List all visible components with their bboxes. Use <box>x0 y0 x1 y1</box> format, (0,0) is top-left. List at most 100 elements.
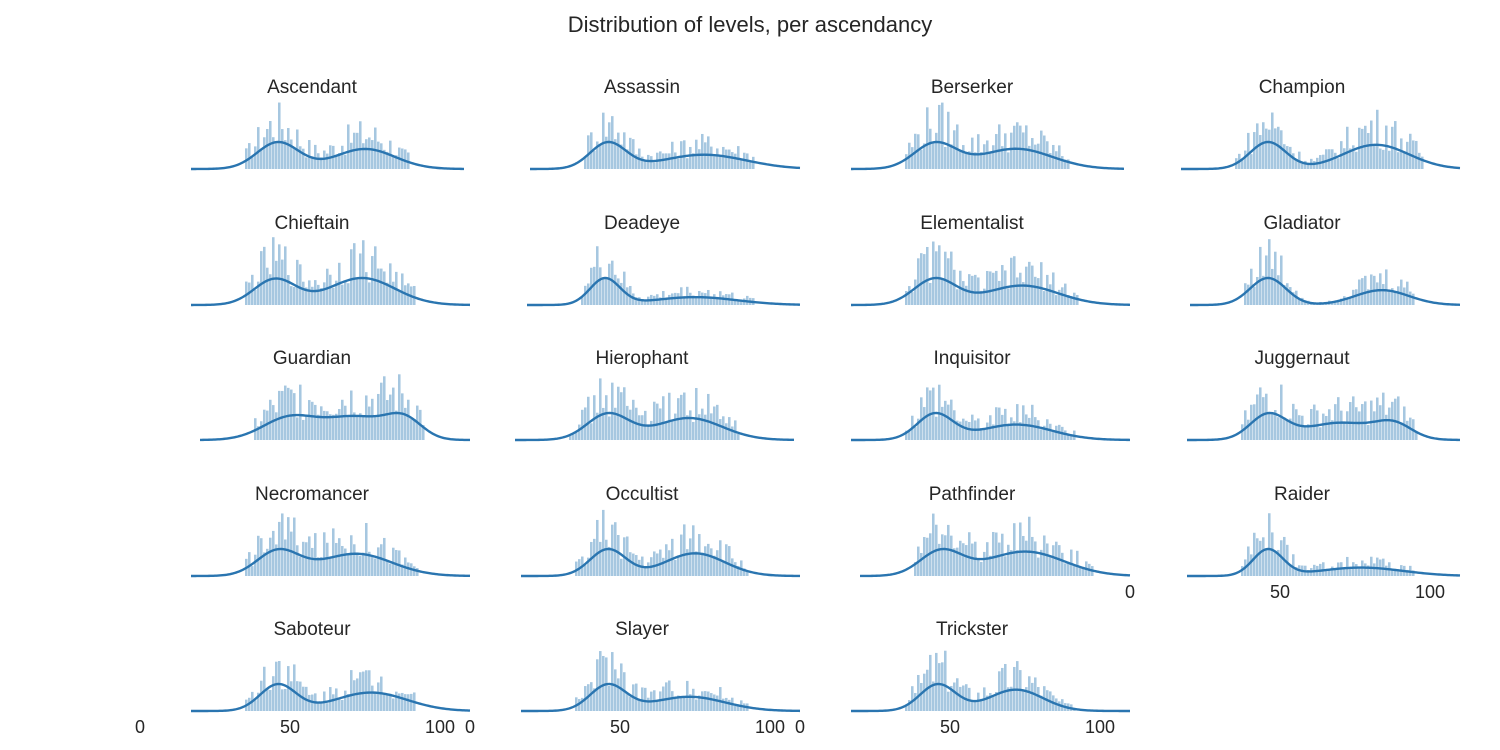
hist-bar <box>374 416 377 440</box>
x-tick-label: 50 <box>940 717 960 737</box>
panel-hierophant: Hierophant <box>515 348 795 442</box>
hist-bar <box>1037 557 1040 576</box>
hist-bar <box>356 278 359 305</box>
hist-bar <box>380 382 383 440</box>
hist-bar <box>278 102 281 169</box>
hist-bar <box>416 568 419 576</box>
hist-bar <box>1010 132 1013 169</box>
hist-bar <box>1022 405 1025 440</box>
panel-title: Trickster <box>936 619 1009 640</box>
hist-bar <box>311 286 314 305</box>
hist-bar <box>617 678 620 711</box>
hist-bar <box>926 107 929 169</box>
x-tick-label: 50 <box>610 717 630 737</box>
kde-line <box>191 140 465 171</box>
hist-bar <box>701 133 704 169</box>
hist-bar <box>1376 397 1379 440</box>
hist-bar <box>326 411 329 440</box>
hist-bar <box>638 297 641 305</box>
hist-bar <box>365 272 368 305</box>
hist-bar <box>611 260 614 305</box>
hist-bar <box>362 240 365 305</box>
hist-bar <box>245 148 248 169</box>
hist-bar <box>275 141 278 169</box>
hist-bar <box>689 538 692 576</box>
hist-bar <box>626 149 629 169</box>
hist-bar <box>1064 563 1067 576</box>
hist-bar <box>617 132 620 169</box>
hist-bar <box>1289 146 1292 169</box>
hist-bar <box>728 699 731 711</box>
hist-bar <box>350 670 353 711</box>
hist-bar <box>1358 567 1361 576</box>
hist-bar <box>1406 281 1409 305</box>
hist-bar <box>674 413 677 440</box>
hist-bar <box>251 566 254 576</box>
hist-bar <box>395 410 398 440</box>
hist-bar <box>1013 523 1016 576</box>
hist-bar <box>1382 149 1385 169</box>
hist-bar <box>989 692 992 711</box>
hist-bar <box>704 414 707 440</box>
panel-occultist: Occultist <box>521 484 801 578</box>
hist-bar <box>1307 163 1310 169</box>
hist-bar <box>734 420 737 440</box>
hist-bar <box>281 259 284 305</box>
hist-bar <box>392 281 395 305</box>
hist-bar <box>728 149 731 169</box>
hist-bar <box>308 536 311 576</box>
hist-bar <box>713 555 716 576</box>
hist-bar <box>1004 663 1007 711</box>
hist-bar <box>1061 287 1064 305</box>
hist-bar <box>365 523 368 576</box>
hist-bar <box>926 387 929 440</box>
hist-bar <box>329 558 332 576</box>
hist-bar <box>380 143 383 169</box>
hist-bar <box>929 282 932 305</box>
hist-bar <box>254 700 257 711</box>
hist-bar <box>1364 401 1367 440</box>
hist-bar <box>344 548 347 576</box>
panel-title: Pathfinder <box>929 484 1016 505</box>
hist-bar <box>968 532 971 576</box>
hist-bar <box>332 287 335 305</box>
hist-bar <box>653 551 656 576</box>
hist-bar <box>1052 430 1055 440</box>
hist-bar <box>692 295 695 305</box>
hist-bar <box>284 688 287 711</box>
hist-bar <box>608 546 611 576</box>
hist-bar <box>356 553 359 576</box>
hist-bar <box>404 694 407 711</box>
hist-bar <box>971 700 974 711</box>
hist-bar <box>959 540 962 576</box>
hist-bar <box>1331 302 1334 305</box>
hist-bar <box>692 421 695 440</box>
hist-bar <box>389 693 392 711</box>
hist-bar <box>1043 535 1046 576</box>
hist-bar <box>1277 126 1280 169</box>
hist-bar <box>644 687 647 711</box>
figure-title: Distribution of levels, per ascendancy <box>568 12 932 37</box>
hist-bar <box>923 143 926 169</box>
hist-bar <box>308 280 311 305</box>
hist-bar <box>959 686 962 711</box>
hist-bar <box>1307 424 1310 440</box>
panel-title: Chieftain <box>275 213 350 234</box>
hist-bar <box>917 418 920 440</box>
hist-bar <box>1376 109 1379 169</box>
hist-bar <box>734 153 737 169</box>
panel-title: Slayer <box>615 619 670 640</box>
hist-bar <box>347 553 350 576</box>
hist-bar <box>911 292 914 305</box>
hist-bar <box>668 294 671 305</box>
hist-bar <box>1037 687 1040 711</box>
hist-bar <box>338 699 341 711</box>
hist-bar <box>362 143 365 169</box>
hist-bar <box>278 661 281 711</box>
hist-bar <box>362 552 365 576</box>
hist-bar <box>392 698 395 711</box>
hist-bar <box>1028 516 1031 576</box>
hist-bar <box>935 652 938 711</box>
kde-line <box>191 682 471 713</box>
hist-bar <box>1049 284 1052 305</box>
